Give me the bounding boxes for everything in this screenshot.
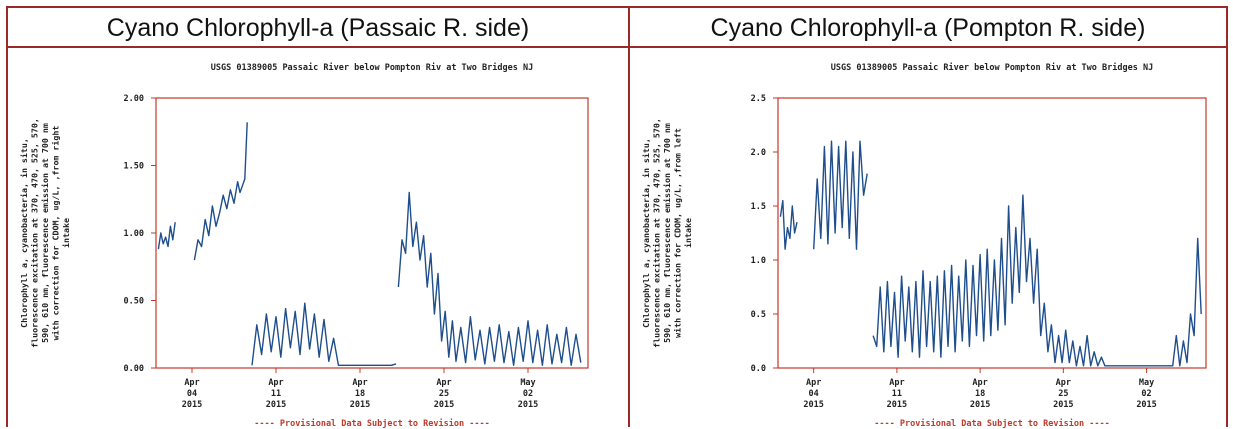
y-tick-label: 0.5 bbox=[751, 310, 766, 320]
panel-pompton: Cyano Chlorophyll-a (Pompton R. side) US… bbox=[630, 6, 1228, 429]
y-axis-label: with correction for CDOM, ug/L, ,from ri… bbox=[51, 126, 61, 341]
y-tick-label: 2.00 bbox=[124, 94, 144, 104]
x-tick-label: 2015 bbox=[350, 400, 370, 410]
x-tick-label: Apr bbox=[806, 378, 821, 388]
series-line bbox=[157, 222, 176, 250]
y-tick-label: 1.50 bbox=[124, 162, 144, 172]
x-tick-label: May bbox=[520, 378, 535, 388]
x-tick-label: Apr bbox=[436, 378, 451, 388]
footer-note: ---- Provisional Data Subject to Revisio… bbox=[874, 418, 1109, 429]
y-axis-label-group: Chlorophyll a, cyanobacteria, in situ, fl… bbox=[641, 118, 693, 348]
x-tick-label: 2015 bbox=[266, 400, 286, 410]
y-tick-label: 2.0 bbox=[751, 148, 766, 158]
y-axis-label: Chlorophyll a, cyanobacteria, in situ, bbox=[19, 138, 29, 328]
x-tick-label: 11 bbox=[271, 389, 281, 399]
y-axis-label: 590, 610 nm, fluorescence emission at 70… bbox=[40, 123, 50, 343]
y-tick-label: 0.50 bbox=[124, 297, 144, 307]
series-line bbox=[779, 199, 798, 250]
chart-pompton: USGS 01389005 Passaic River below Pompto… bbox=[641, 62, 1207, 429]
series-line bbox=[251, 302, 397, 366]
series-line bbox=[813, 140, 868, 250]
x-tick-label: 25 bbox=[439, 389, 449, 399]
series-line bbox=[397, 191, 582, 366]
panel-passaic: Cyano Chlorophyll-a (Passaic R. side) US… bbox=[6, 6, 630, 429]
x-tick-label: 2015 bbox=[434, 400, 454, 410]
series-line bbox=[872, 194, 1202, 367]
x-tick-label: 25 bbox=[1058, 389, 1068, 399]
x-tick-label: 2015 bbox=[970, 400, 990, 410]
y-tick-label: 1.00 bbox=[124, 229, 144, 239]
x-tick-label: 02 bbox=[1141, 389, 1151, 399]
y-axis-label: intake bbox=[683, 218, 693, 248]
x-tick-label: Apr bbox=[972, 378, 987, 388]
y-axis-label: with correction for CDOM, ug/L, ,from le… bbox=[673, 128, 683, 338]
y-axis-label: Chlorophyll a, cyanobacteria, in situ, bbox=[641, 138, 651, 328]
chart-title: USGS 01389005 Passaic River below Pompto… bbox=[831, 62, 1153, 73]
x-tick-label: 04 bbox=[809, 389, 819, 399]
y-tick-label: 1.5 bbox=[751, 202, 766, 212]
y-tick-label: 1.0 bbox=[751, 256, 766, 266]
x-tick-label: Apr bbox=[184, 378, 199, 388]
footer-note: ---- Provisional Data Subject to Revisio… bbox=[254, 418, 489, 429]
x-tick-label: 2015 bbox=[182, 400, 202, 410]
x-tick-label: 2015 bbox=[1136, 400, 1156, 410]
y-tick-label: 2.5 bbox=[751, 94, 766, 104]
panel-title: Cyano Chlorophyll-a (Pompton R. side) bbox=[630, 8, 1226, 48]
series-line bbox=[193, 122, 248, 261]
x-tick-label: Apr bbox=[1056, 378, 1071, 388]
x-tick-label: 11 bbox=[892, 389, 902, 399]
y-axis-label: intake bbox=[61, 218, 71, 248]
x-tick-label: 2015 bbox=[887, 400, 907, 410]
x-tick-label: 2015 bbox=[518, 400, 538, 410]
y-axis-label: fluorescence excitation at 370, 470, 525… bbox=[652, 118, 662, 348]
y-axis-label-group: Chlorophyll a, cyanobacteria, in situ, fl… bbox=[19, 118, 71, 348]
x-tick-label: May bbox=[1139, 378, 1154, 388]
x-tick-label: 02 bbox=[523, 389, 533, 399]
plot-frame bbox=[155, 97, 589, 369]
x-tick-label: 2015 bbox=[1053, 400, 1073, 410]
x-tick-label: 18 bbox=[355, 389, 365, 399]
x-tick-label: Apr bbox=[268, 378, 283, 388]
chart-title: USGS 01389005 Passaic River below Pompto… bbox=[211, 62, 533, 73]
y-tick-label: 0.00 bbox=[124, 364, 144, 374]
x-tick-label: 18 bbox=[975, 389, 985, 399]
x-tick-label: 04 bbox=[187, 389, 197, 399]
plot-frame bbox=[777, 97, 1207, 369]
y-tick-label: 0.0 bbox=[751, 364, 766, 374]
chart-passaic: USGS 01389005 Passaic River below Pompto… bbox=[19, 62, 589, 429]
panel-title: Cyano Chlorophyll-a (Passaic R. side) bbox=[8, 8, 628, 48]
y-axis-label: fluorescence excitation at 370, 470, 525… bbox=[30, 118, 40, 348]
x-tick-label: Apr bbox=[889, 378, 904, 388]
x-tick-label: 2015 bbox=[803, 400, 823, 410]
x-tick-label: Apr bbox=[352, 378, 367, 388]
y-axis-label: 590, 610 nm, fluorescence emission at 70… bbox=[662, 123, 672, 343]
